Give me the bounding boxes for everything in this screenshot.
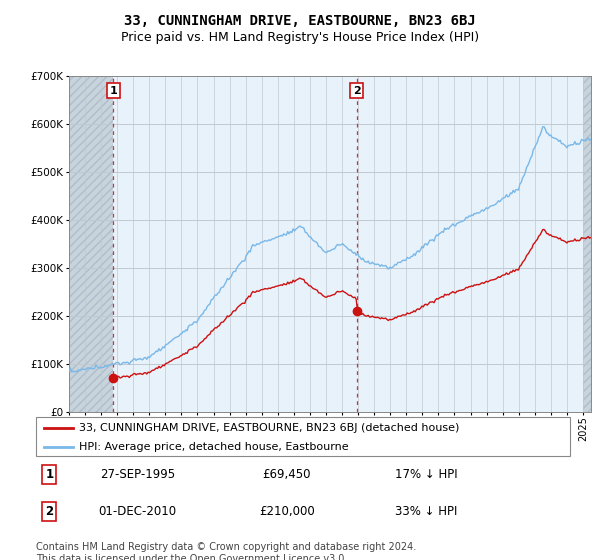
Text: 2: 2 bbox=[353, 86, 361, 96]
Text: 27-SEP-1995: 27-SEP-1995 bbox=[100, 468, 175, 482]
Text: £69,450: £69,450 bbox=[263, 468, 311, 482]
Text: £210,000: £210,000 bbox=[259, 505, 315, 518]
Text: 33, CUNNINGHAM DRIVE, EASTBOURNE, BN23 6BJ: 33, CUNNINGHAM DRIVE, EASTBOURNE, BN23 6… bbox=[124, 14, 476, 28]
Text: Price paid vs. HM Land Registry's House Price Index (HPI): Price paid vs. HM Land Registry's House … bbox=[121, 31, 479, 44]
FancyBboxPatch shape bbox=[36, 417, 570, 456]
Text: 17% ↓ HPI: 17% ↓ HPI bbox=[395, 468, 457, 482]
Text: 33% ↓ HPI: 33% ↓ HPI bbox=[395, 505, 457, 518]
Bar bbox=[583, 76, 591, 412]
Text: 1: 1 bbox=[109, 86, 117, 96]
Text: 01-DEC-2010: 01-DEC-2010 bbox=[98, 505, 176, 518]
Text: 2: 2 bbox=[45, 505, 53, 518]
Text: HPI: Average price, detached house, Eastbourne: HPI: Average price, detached house, East… bbox=[79, 442, 349, 451]
Bar bbox=[69, 76, 113, 412]
Text: 33, CUNNINGHAM DRIVE, EASTBOURNE, BN23 6BJ (detached house): 33, CUNNINGHAM DRIVE, EASTBOURNE, BN23 6… bbox=[79, 423, 459, 433]
Text: 1: 1 bbox=[45, 468, 53, 482]
Text: Contains HM Land Registry data © Crown copyright and database right 2024.
This d: Contains HM Land Registry data © Crown c… bbox=[36, 542, 416, 560]
